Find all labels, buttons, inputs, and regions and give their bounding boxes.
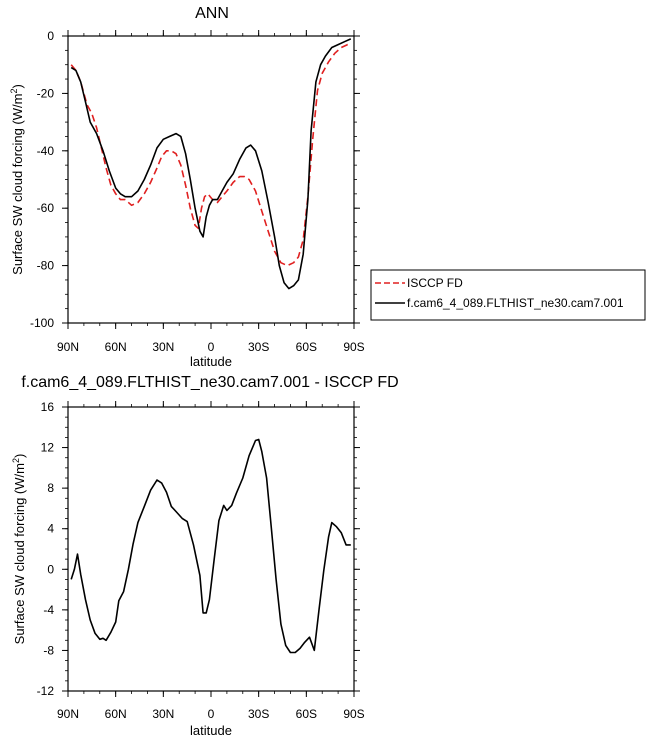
- y-tick-label: 12: [41, 441, 55, 455]
- y-tick-label: -12: [37, 684, 55, 698]
- x-tick-label: 90S: [343, 340, 364, 354]
- y-axis-title-unit-exponent: 2: [9, 88, 19, 93]
- plot-frame: [67, 406, 355, 692]
- x-tick-label: 30S: [248, 707, 269, 721]
- x-tick-label: 30N: [152, 707, 174, 721]
- y-tick-label: -8: [43, 643, 54, 657]
- series-line-1: [70, 438, 351, 654]
- series-line-2: [70, 38, 352, 290]
- y-axis-title: Surface SW cloud forcing (W/m2): [9, 84, 25, 275]
- y-tick-label: 8: [47, 481, 54, 495]
- y-axis-title-unit-close: ): [10, 84, 25, 88]
- chart-title: f.cam6_4_089.FLTHIST_ne30.cam7.001 - ISC…: [21, 374, 398, 391]
- legend-label-1: ISCCP FD: [407, 276, 463, 290]
- x-tick-label: 90S: [343, 707, 364, 721]
- x-axis-title: latitude: [190, 354, 232, 369]
- x-tick-label: 60N: [105, 340, 127, 354]
- y-tick-label: 0: [47, 562, 54, 576]
- series-line-1: [70, 43, 351, 267]
- x-tick-label: 0: [208, 340, 215, 354]
- x-tick-label: 60N: [105, 707, 127, 721]
- y-tick-label: 16: [41, 400, 55, 414]
- y-axis-title-text: Surface SW cloud forcing: [12, 494, 27, 644]
- y-axis-title-text: Surface SW cloud forcing: [10, 125, 25, 275]
- y-axis-title-unit: (W/m: [12, 463, 27, 494]
- y-tick-label: 0: [47, 29, 54, 43]
- y-tick-label: -40: [37, 144, 55, 158]
- chart-title: ANN: [195, 5, 229, 22]
- y-axis-title-unit-close: ): [12, 454, 27, 458]
- y-axis-title: Surface SW cloud forcing (W/m2): [11, 454, 27, 645]
- y-tick-label: -80: [37, 259, 55, 273]
- x-tick-label: 30N: [152, 340, 174, 354]
- chart-panel-1: ANN 90N 60N 30N 0 30S 60S 90S 0 -20 -40 -60 -80 -100 l…: [9, 5, 646, 369]
- x-tick-label: 60S: [296, 707, 317, 721]
- legend: ISCCP FD f.cam6_4_089.FLTHIST_ne30.cam7.0…: [370, 269, 646, 321]
- y-tick-label: -60: [37, 201, 55, 215]
- y-tick-label: -20: [37, 86, 55, 100]
- legend-box: [370, 269, 646, 321]
- plot-frame: [67, 35, 355, 324]
- x-tick-label: 0: [208, 707, 215, 721]
- x-tick-label: 90N: [57, 707, 79, 721]
- y-axis-title-unit-exponent: 2: [11, 458, 21, 463]
- y-axis-title-unit: (W/m: [10, 94, 25, 125]
- y-tick-label: 4: [47, 522, 54, 536]
- x-tick-label: 60S: [296, 340, 317, 354]
- chart-panel-2: f.cam6_4_089.FLTHIST_ne30.cam7.001 - ISC…: [11, 374, 399, 738]
- x-tick-label: 30S: [248, 340, 269, 354]
- y-tick-label: -4: [43, 603, 54, 617]
- x-axis-title: latitude: [190, 723, 232, 738]
- y-tick-label: -100: [30, 316, 54, 330]
- x-tick-label: 90N: [57, 340, 79, 354]
- legend-label-2: f.cam6_4_089.FLTHIST_ne30.cam7.001: [407, 296, 624, 310]
